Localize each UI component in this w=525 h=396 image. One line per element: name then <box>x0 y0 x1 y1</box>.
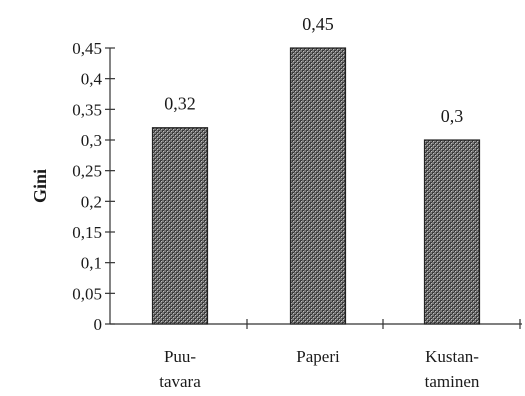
y-tick-label: 0,1 <box>81 254 102 273</box>
data-labels: 0,32 0,45 0,3 <box>164 14 463 126</box>
y-tick-label: 0 <box>94 315 103 334</box>
y-tick-label: 0,45 <box>72 39 102 58</box>
y-tick-label: 0,15 <box>72 223 102 242</box>
category-label: Paperi <box>296 347 340 366</box>
bar <box>289 47 347 325</box>
y-tick-label: 0,25 <box>72 162 102 181</box>
y-tick-label: 0,05 <box>72 284 102 303</box>
data-label: 0,3 <box>441 106 464 126</box>
bar <box>151 127 209 325</box>
bars <box>151 47 481 325</box>
category-label: tavara <box>159 372 201 391</box>
y-tick-label: 0,35 <box>72 100 102 119</box>
y-tick-label: 0,3 <box>81 131 102 150</box>
y-tick-label: 0,2 <box>81 192 102 211</box>
category-label: Kustan- <box>425 347 479 366</box>
data-label: 0,45 <box>302 14 334 34</box>
y-axis-title: Gini <box>30 169 50 203</box>
y-tick-label: 0,4 <box>81 70 103 89</box>
category-labels: Puu-tavara Paperi Kustan-taminen <box>159 347 480 391</box>
y-axis: 0 0,05 0,1 0,15 0,2 0,25 0,3 0,35 0,4 0,45 <box>72 39 115 334</box>
bar <box>423 139 481 325</box>
category-label: Puu- <box>164 347 196 366</box>
category-label: taminen <box>425 372 480 391</box>
data-label: 0,32 <box>164 94 196 114</box>
